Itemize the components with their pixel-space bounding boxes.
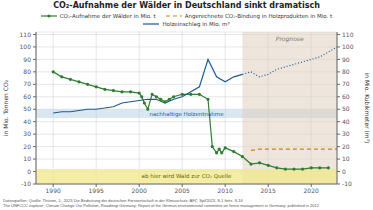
- svg-text:60: 60: [342, 93, 350, 100]
- svg-text:70: 70: [23, 80, 31, 87]
- svg-text:2005: 2005: [175, 187, 190, 194]
- svg-text:110: 110: [20, 31, 32, 38]
- svg-text:80: 80: [23, 68, 31, 75]
- svg-text:-10: -10: [21, 180, 31, 187]
- svg-text:1990: 1990: [46, 187, 61, 194]
- svg-text:80: 80: [342, 68, 350, 75]
- svg-text:40: 40: [342, 118, 350, 125]
- svg-text:50: 50: [342, 105, 350, 112]
- svg-text:30: 30: [23, 130, 31, 137]
- svg-text:-10: -10: [342, 180, 352, 187]
- svg-text:50: 50: [23, 105, 31, 112]
- html-text:CO₂-Aufnahme der Wälder in Deu: CO₂-Aufnahme der Wälder in Deutschland s…: [53, 1, 320, 10]
- svg-text:Prognose: Prognose: [276, 35, 304, 43]
- svg-text:2010: 2010: [218, 187, 233, 194]
- svg-text:100: 100: [342, 43, 354, 50]
- svg-text:40: 40: [23, 118, 31, 125]
- svg-text:nachhaltige Holzentnahme: nachhaltige Holzentnahme: [149, 111, 224, 118]
- svg-text:70: 70: [342, 80, 350, 87]
- svg-text:90: 90: [23, 56, 31, 63]
- html-text:Holzeinschlag in Mio. m³: Holzeinschlag in Mio. m³: [162, 21, 230, 27]
- html-text:The UNFCCC explorer; Climate C: The UNFCCC explorer; Climate Change Our …: [3, 203, 319, 208]
- svg-text:2000: 2000: [132, 187, 147, 194]
- svg-text:100: 100: [20, 43, 32, 50]
- svg-text:in Mio. Kubikmeter (m³): in Mio. Kubikmeter (m³): [364, 73, 365, 144]
- svg-text:ab hier wird Wald zur CO₂ Quel: ab hier wird Wald zur CO₂ Quelle: [142, 173, 232, 179]
- svg-text:in Mio. Tonnen CO₂: in Mio. Tonnen CO₂: [8, 79, 9, 136]
- html-text:Angerechnete CO₂-Bindung in Ho: Angerechnete CO₂-Bindung in Holzprodukte…: [184, 13, 333, 19]
- html-text:Datenquellen: Quelle: Thünen,: Datenquellen: Quelle: Thünen, J., 2023 D…: [3, 198, 243, 203]
- svg-text:10: 10: [23, 155, 31, 162]
- svg-text:110: 110: [342, 31, 354, 38]
- svg-text:90: 90: [342, 56, 350, 63]
- svg-text:0: 0: [342, 168, 346, 175]
- svg-text:60: 60: [23, 93, 31, 100]
- svg-text:10: 10: [342, 155, 350, 162]
- html-text:CO₂-Aufnahme der Wälder in Mio: CO₂-Aufnahme der Wälder in Mio. t: [59, 13, 156, 19]
- svg-text:0: 0: [27, 168, 31, 175]
- svg-text:30: 30: [342, 130, 350, 137]
- svg-text:20: 20: [342, 143, 350, 150]
- svg-text:1995: 1995: [89, 187, 104, 194]
- svg-text:2020: 2020: [304, 187, 319, 194]
- svg-text:2015: 2015: [261, 187, 276, 194]
- svg-text:20: 20: [23, 143, 31, 150]
